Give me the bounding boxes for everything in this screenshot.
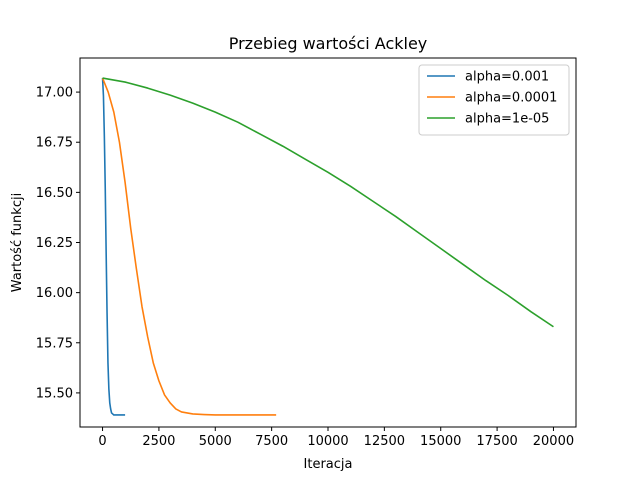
x-tick-label: 0 <box>98 434 106 449</box>
y-tick-label: 16.25 <box>36 236 73 251</box>
series-line-1 <box>101 77 277 416</box>
x-tick-label: 20000 <box>533 434 574 449</box>
y-axis-ticks: 15.50 15.75 16.00 16.25 16.50 16.75 17.00 <box>36 86 80 401</box>
y-tick-label: 15.75 <box>36 336 73 351</box>
y-tick-label: 16.75 <box>36 136 73 151</box>
legend-label-1: alpha=0.0001 <box>465 91 557 106</box>
x-tick-label: 12500 <box>364 434 405 449</box>
x-tick-label: 17500 <box>476 434 517 449</box>
y-axis-label: Wartość funkcji <box>10 193 25 292</box>
x-tick-label: 7500 <box>255 434 288 449</box>
x-tick-label: 15000 <box>420 434 461 449</box>
x-tick-label: 5000 <box>199 434 232 449</box>
series-line-0 <box>101 78 126 416</box>
legend: alpha=0.001 alpha=0.0001 alpha=1e-05 <box>418 64 570 136</box>
y-tick-label: 17.00 <box>36 86 73 101</box>
chart-title: Przebieg wartości Ackley <box>229 34 428 53</box>
legend-box <box>418 64 570 136</box>
legend-label-0: alpha=0.001 <box>465 70 549 85</box>
series-layer <box>101 77 554 416</box>
legend-label-2: alpha=1e-05 <box>465 112 549 127</box>
y-tick-label: 16.50 <box>36 186 73 201</box>
x-axis-label: Iteracja <box>304 457 353 472</box>
y-tick-label: 15.50 <box>36 386 73 401</box>
y-tick-label: 16.00 <box>36 286 73 301</box>
x-tick-label: 2500 <box>142 434 175 449</box>
series-line-2 <box>102 77 554 328</box>
x-axis-ticks: 0 2500 5000 7500 10000 12500 15000 17500 20000 <box>98 427 574 449</box>
x-tick-label: 10000 <box>307 434 348 449</box>
